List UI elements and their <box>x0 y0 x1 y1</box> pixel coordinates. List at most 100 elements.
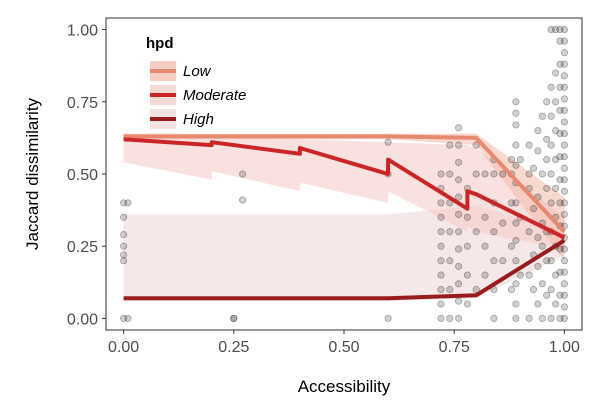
data-point <box>490 314 498 322</box>
legend-label-low: Low <box>183 63 212 80</box>
data-point <box>455 210 463 218</box>
data-point <box>446 286 454 294</box>
data-point <box>490 228 498 236</box>
data-point <box>534 262 542 270</box>
x-tick-label: 0.75 <box>439 339 470 356</box>
data-point <box>560 268 568 276</box>
x-tick-label: 0.50 <box>328 339 359 356</box>
data-point <box>512 161 520 169</box>
data-point <box>552 98 560 106</box>
data-point <box>547 26 555 34</box>
data-point <box>529 205 538 213</box>
data-point <box>512 257 520 265</box>
data-point <box>437 170 445 178</box>
data-point <box>463 271 471 279</box>
data-point <box>124 314 132 322</box>
y-tick-label: 1.00 <box>67 23 98 40</box>
data-point <box>560 141 568 149</box>
data-point <box>437 314 445 322</box>
line-low <box>123 134 566 234</box>
legend-title: hpd <box>146 35 174 52</box>
data-point <box>543 257 551 265</box>
data-point <box>552 184 560 192</box>
data-point <box>543 291 551 299</box>
data-point <box>547 286 555 294</box>
data-point <box>560 164 568 172</box>
data-point <box>455 228 463 236</box>
data-point <box>560 153 568 161</box>
data-point <box>455 314 463 322</box>
data-point <box>455 176 463 184</box>
data-point <box>472 228 480 236</box>
data-point <box>455 262 463 270</box>
data-point <box>556 153 564 161</box>
data-point <box>512 314 520 322</box>
data-point <box>455 141 463 149</box>
data-point <box>455 297 463 305</box>
data-point <box>446 141 454 149</box>
data-point <box>446 257 454 265</box>
data-point <box>543 184 551 192</box>
data-point <box>560 49 568 57</box>
band-high <box>123 205 565 302</box>
data-point <box>120 199 128 207</box>
data-point <box>472 170 480 178</box>
data-point <box>512 141 520 149</box>
data-point <box>499 219 507 227</box>
data-point <box>512 236 520 244</box>
legend-label-high: High <box>183 111 214 128</box>
data-point <box>437 286 445 294</box>
data-point <box>547 314 555 322</box>
data-point <box>472 141 480 149</box>
data-point <box>239 196 247 204</box>
data-point <box>560 72 568 80</box>
data-point <box>463 242 471 250</box>
data-point <box>560 280 568 288</box>
data-point <box>516 156 524 164</box>
x-axis: 0.00 0.25 0.50 0.75 1.00 <box>108 330 580 356</box>
data-point <box>499 257 507 265</box>
data-point <box>230 314 238 322</box>
x-tick-label: 1.00 <box>549 339 580 356</box>
data-point <box>538 314 546 322</box>
data-point <box>437 228 445 236</box>
data-point <box>552 26 560 34</box>
y-axis: 0.00 0.25 0.50 0.75 1.00 <box>67 23 106 328</box>
data-point <box>490 257 498 265</box>
data-point <box>547 141 555 149</box>
data-point <box>538 112 546 120</box>
data-point <box>120 213 128 221</box>
data-point <box>516 271 524 279</box>
y-tick-label: 0.75 <box>67 95 98 112</box>
data-point <box>534 147 542 155</box>
data-point <box>455 280 463 288</box>
data-point <box>538 280 546 288</box>
data-point <box>481 242 489 250</box>
data-point <box>525 314 533 322</box>
confidence-bands <box>123 133 565 302</box>
data-point <box>384 314 392 322</box>
data-point <box>538 242 546 250</box>
data-point <box>437 199 445 207</box>
data-point <box>512 121 520 129</box>
data-point <box>120 314 128 322</box>
data-point <box>556 314 564 322</box>
data-point <box>507 286 516 294</box>
data-point <box>512 98 520 106</box>
data-point <box>556 106 564 114</box>
data-point <box>560 199 568 207</box>
data-point <box>124 199 132 207</box>
data-point <box>560 245 568 253</box>
data-point <box>437 257 445 265</box>
data-point <box>560 291 568 299</box>
legend: hpd Low Moderate High <box>146 35 246 129</box>
data-point <box>529 164 538 172</box>
data-point <box>556 26 564 34</box>
data-point <box>120 251 128 259</box>
data-point <box>560 210 568 218</box>
data-point <box>525 271 533 279</box>
data-point <box>560 257 568 265</box>
data-point <box>446 228 454 236</box>
data-point <box>529 286 538 294</box>
